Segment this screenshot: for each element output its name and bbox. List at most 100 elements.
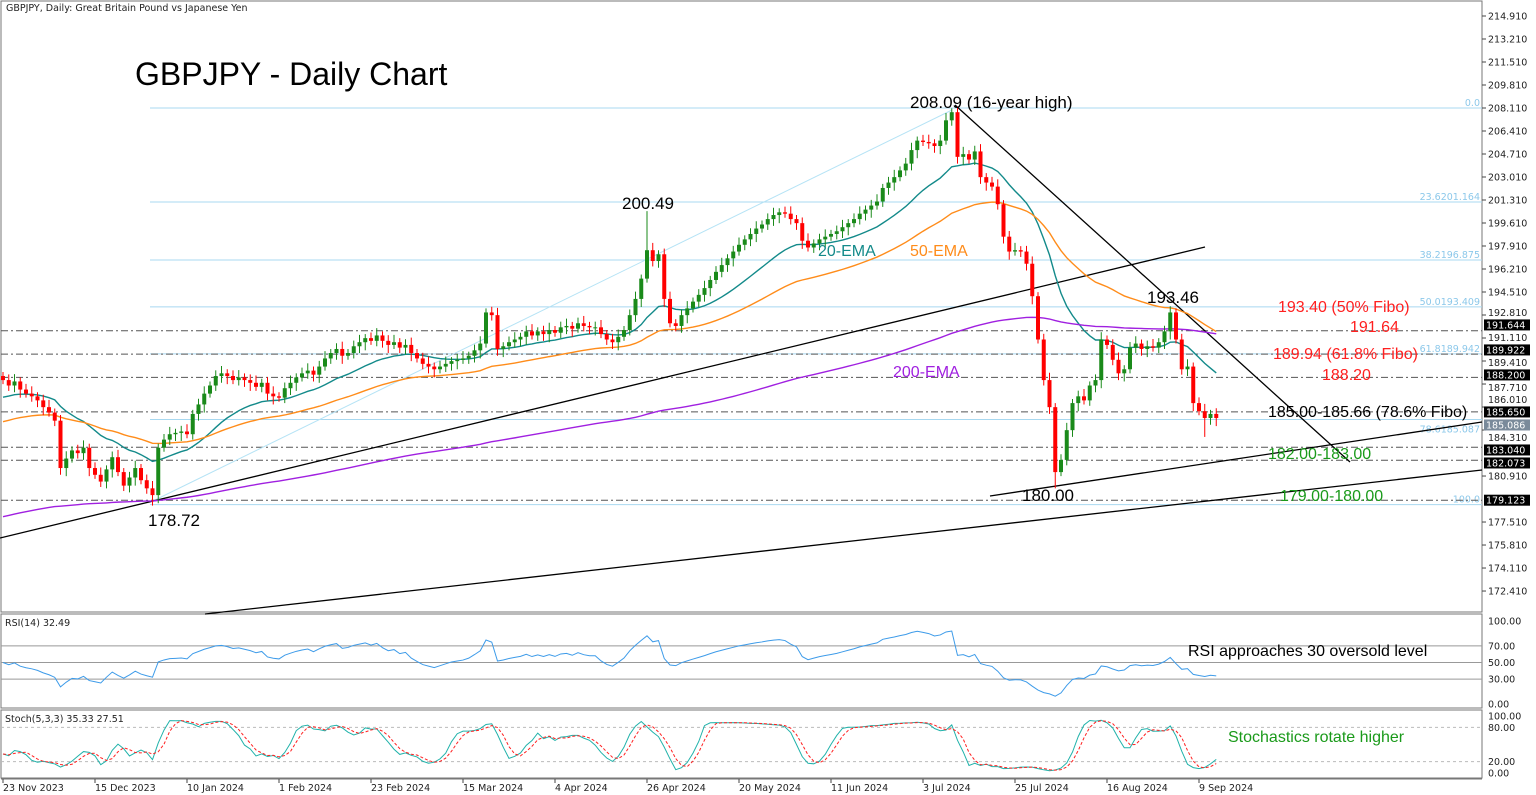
candle-bearish <box>967 154 971 160</box>
level-price-label: 179.123 <box>1486 496 1525 507</box>
trendline-channel-upper[interactable] <box>0 246 1206 539</box>
candle-bullish <box>1064 430 1069 460</box>
price-tick-label: 186.010 <box>1488 395 1527 406</box>
price-tick-label: 175.810 <box>1488 541 1527 552</box>
annotation-high-aug: 193.46 <box>1147 288 1199 307</box>
price-tick-label: 189.410 <box>1488 358 1527 369</box>
candle-bearish <box>116 457 120 473</box>
candle-bullish <box>449 361 454 364</box>
stoch-note: Stochastics rotate higher <box>1228 729 1405 746</box>
candle-bearish <box>75 450 80 454</box>
stoch-axis-label: 80.00 <box>1488 723 1515 734</box>
level-price-box <box>1484 369 1530 381</box>
candle-bullish <box>443 363 448 367</box>
candle-bearish <box>248 380 253 383</box>
candle-bearish <box>225 373 230 377</box>
candle-bullish <box>731 251 736 259</box>
price-tick-label: 209.810 <box>1488 81 1527 92</box>
candle-bearish <box>18 381 23 390</box>
candle-bullish <box>719 265 724 272</box>
annotation-zone-179: 179.00-180.00 <box>1280 488 1383 505</box>
candle-bullish <box>656 254 661 262</box>
price-tick-label: 214.910 <box>1488 12 1527 23</box>
candle-bearish <box>1197 403 1201 412</box>
date-tick-label: 26 Apr 2024 <box>647 783 706 794</box>
candle-bearish <box>1179 339 1184 370</box>
candle-bearish <box>432 366 437 370</box>
candle-bearish <box>553 330 557 333</box>
candle-bearish <box>984 177 989 183</box>
date-tick-label: 25 Jul 2024 <box>1015 783 1069 794</box>
candle-bullish <box>219 373 224 377</box>
candle-bullish <box>323 358 327 367</box>
rsi-line <box>2 630 1217 697</box>
level-price-box <box>1484 494 1530 506</box>
candle-bullish <box>760 224 764 229</box>
ema-lines <box>2 162 1217 518</box>
candle-bullish <box>961 154 966 157</box>
candle-bullish <box>880 187 885 202</box>
candle-bearish <box>650 250 655 262</box>
candle-bearish <box>265 382 270 394</box>
candle-bullish <box>305 370 310 374</box>
rsi-axis-label: 100.00 <box>1488 617 1521 628</box>
candle-bullish <box>501 346 506 349</box>
candle-bullish <box>737 244 741 252</box>
candle-bearish <box>921 140 925 142</box>
trendline-downtrend[interactable] <box>954 104 1351 463</box>
candle-bullish <box>616 336 621 343</box>
candle-bullish <box>857 213 862 220</box>
candle-bearish <box>1105 339 1109 345</box>
candle-bearish <box>1047 380 1052 408</box>
candle-bullish <box>714 271 718 280</box>
candle-bullish <box>300 373 304 378</box>
candle-bearish <box>587 325 592 328</box>
candle-bullish <box>179 431 184 433</box>
candle-bearish <box>1174 312 1178 340</box>
level-price-label: 185.086 <box>1486 420 1525 431</box>
price-tick-label: 187.710 <box>1488 383 1527 394</box>
candle-bullish <box>478 343 483 351</box>
candle-bearish <box>662 254 667 299</box>
candle-bearish <box>415 353 419 359</box>
level-price-label: 185.650 <box>1486 407 1525 418</box>
candle-bearish <box>1053 407 1058 473</box>
date-tick-label: 3 Jul 2024 <box>923 783 971 794</box>
candle-bearish <box>58 420 63 469</box>
price-tick-label: 213.210 <box>1488 35 1527 46</box>
annotation-fib50: 193.40 (50% Fibo) <box>1278 299 1410 316</box>
trendline-channel-lower[interactable] <box>204 469 1483 615</box>
candle-bearish <box>926 141 931 144</box>
candle-bullish <box>1185 366 1190 370</box>
candle-bullish <box>886 182 891 188</box>
candle-bullish <box>167 434 172 440</box>
candle-bullish <box>1145 346 1150 349</box>
candle-bullish <box>1128 347 1132 370</box>
candle-bearish <box>35 396 40 401</box>
candle-bearish <box>98 474 103 482</box>
date-tick-label: 23 Nov 2023 <box>3 783 64 794</box>
candle-bullish <box>846 223 851 228</box>
candle-bullish <box>685 308 690 316</box>
candle-bearish <box>610 339 615 343</box>
candle-bearish <box>87 447 92 469</box>
candle-bullish <box>392 342 396 345</box>
candle-bearish <box>1 376 5 381</box>
date-tick-label: 11 Jun 2024 <box>831 783 888 794</box>
price-tick-label: 174.110 <box>1488 564 1527 575</box>
fib-label: 50.0193.409 <box>1420 297 1480 308</box>
candle-bullish <box>817 239 822 244</box>
price-tick-label: 172.410 <box>1488 587 1527 598</box>
candle-bullish <box>70 450 74 459</box>
date-tick-label: 10 Jan 2024 <box>187 783 244 794</box>
trendline-support[interactable] <box>989 421 1483 497</box>
date-tick-label: 20 May 2024 <box>739 783 801 794</box>
candle-bullish <box>213 376 218 386</box>
date-tick-label: 15 Dec 2023 <box>95 783 156 794</box>
candle-bullish <box>472 350 477 356</box>
candle-bullish <box>869 205 874 210</box>
candle-bearish <box>1018 250 1023 252</box>
candle-bearish <box>6 380 11 386</box>
candle-bearish <box>93 468 97 475</box>
candle-bullish <box>518 336 523 340</box>
